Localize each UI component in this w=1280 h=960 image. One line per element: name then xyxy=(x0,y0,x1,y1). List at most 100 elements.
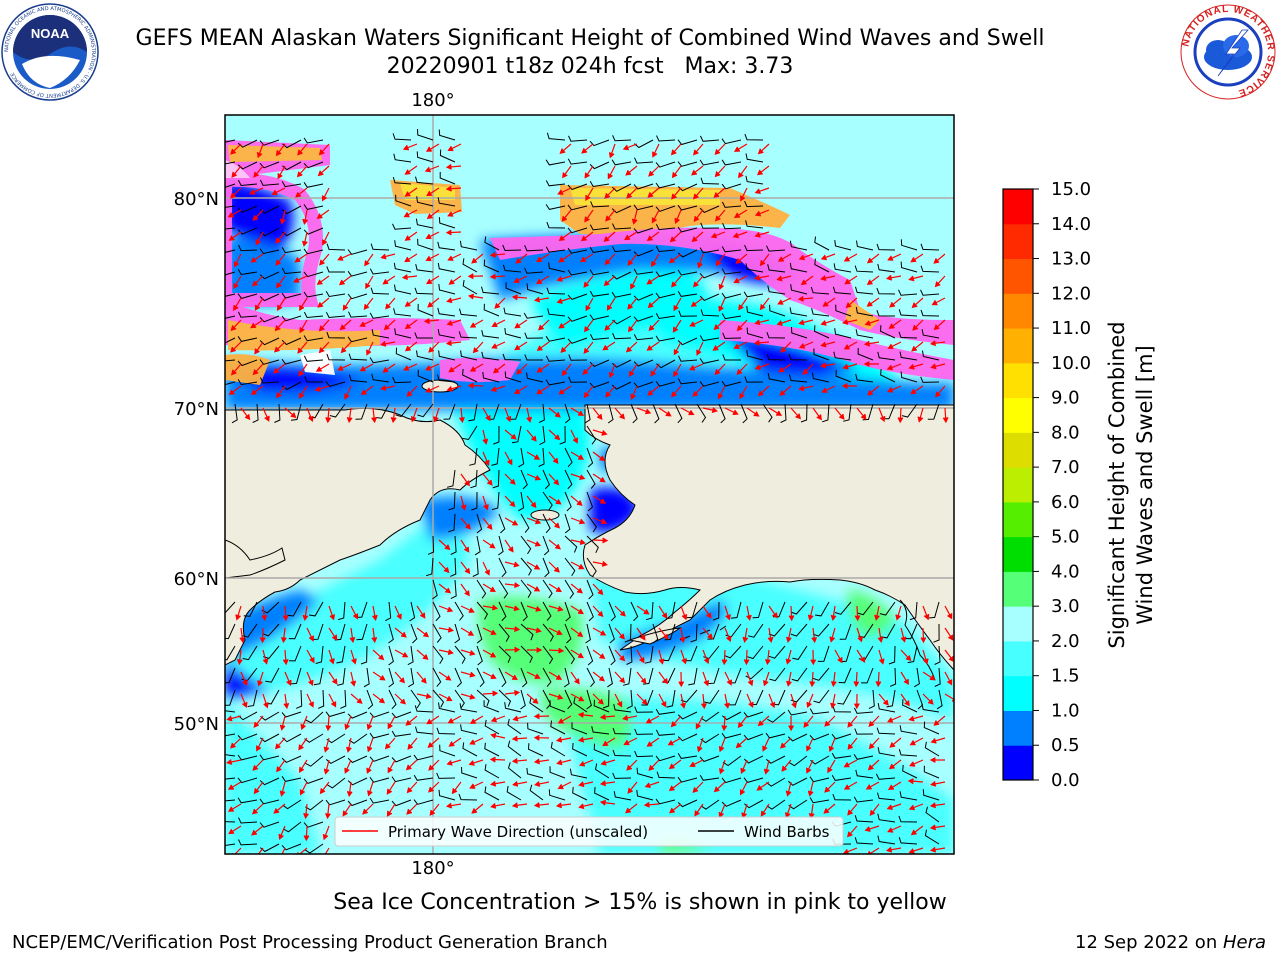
colorbar-swatch xyxy=(1003,258,1033,294)
wind-barb xyxy=(237,733,258,741)
wave-direction-arrow xyxy=(604,319,616,331)
wind-barb xyxy=(469,447,478,466)
wave-direction-arrow xyxy=(512,715,528,722)
wind-barb xyxy=(634,706,654,713)
wind-barb xyxy=(567,227,588,234)
wave-direction-arrow xyxy=(692,385,704,398)
wind-barb xyxy=(225,183,236,188)
wave-direction-arrow xyxy=(504,517,519,526)
wind-barb xyxy=(810,286,830,295)
wave-direction-arrow xyxy=(231,847,242,854)
wave-direction-arrow xyxy=(252,275,264,287)
wave-direction-arrow xyxy=(754,231,770,238)
wind-barb xyxy=(934,667,941,687)
wave-direction-arrow xyxy=(888,319,902,329)
wave-direction-arrow xyxy=(323,737,330,753)
wind-barb xyxy=(438,283,456,295)
wave-direction-arrow xyxy=(253,165,264,178)
wave-direction-arrow xyxy=(302,231,308,247)
wind-barb xyxy=(303,227,324,235)
wave-direction-arrow xyxy=(578,781,594,788)
wind-barb xyxy=(265,667,280,683)
wind-barb xyxy=(699,135,720,142)
wave-direction-arrow xyxy=(394,693,407,705)
wave-direction-arrow xyxy=(856,627,863,643)
wind-barb xyxy=(481,329,500,339)
wind-barb xyxy=(934,645,941,665)
wave-direction-arrow xyxy=(667,737,682,746)
wind-barb xyxy=(898,837,918,845)
wave-direction-arrow xyxy=(344,385,352,400)
wind-barb xyxy=(838,667,852,684)
wave-direction-arrow xyxy=(273,363,286,374)
wind-barb xyxy=(520,557,533,576)
wave-direction-arrow xyxy=(866,275,880,286)
wind-barb xyxy=(612,749,632,757)
wave-direction-arrow xyxy=(867,385,880,396)
wind-barb xyxy=(611,271,632,280)
wave-direction-arrow xyxy=(504,605,520,612)
wave-direction-arrow xyxy=(514,319,528,329)
wave-direction-arrow xyxy=(599,799,616,806)
land-st-lawrence-island xyxy=(530,509,560,521)
wave-direction-arrow xyxy=(226,759,242,765)
wind-barb xyxy=(281,776,302,782)
wave-direction-arrow xyxy=(776,319,792,326)
wind-barb xyxy=(437,241,456,251)
wave-direction-arrow xyxy=(714,165,726,178)
wave-direction-arrow xyxy=(820,319,836,326)
wind-barb xyxy=(762,403,773,423)
wave-direction-arrow xyxy=(559,143,572,155)
wave-direction-arrow xyxy=(853,693,860,710)
wind-barb xyxy=(549,766,566,779)
wave-direction-arrow xyxy=(363,297,374,310)
wind-barb xyxy=(700,711,720,722)
wave-direction-arrow xyxy=(623,737,638,746)
wind-barb xyxy=(722,354,741,361)
wind-barb xyxy=(326,243,346,251)
wave-direction-arrow xyxy=(866,253,880,264)
wind-barb xyxy=(854,837,874,845)
wind-barb xyxy=(834,601,852,615)
wave-direction-arrow xyxy=(646,737,660,747)
wave-direction-arrow xyxy=(630,275,638,290)
wind-barb xyxy=(303,204,324,210)
wind-barb xyxy=(922,789,940,801)
wave-direction-arrow xyxy=(255,231,264,246)
wind-barb xyxy=(471,491,478,511)
wind-barb xyxy=(791,667,808,682)
wind-barb xyxy=(909,601,918,621)
wave-direction-arrow xyxy=(537,319,550,331)
wind-barb xyxy=(520,513,530,533)
wind-barb xyxy=(393,153,412,163)
wind-barb xyxy=(567,269,588,276)
wave-direction-arrow xyxy=(404,341,418,352)
wind-barb xyxy=(225,799,236,802)
wave-direction-arrow xyxy=(558,253,572,263)
wind-barb xyxy=(483,259,500,273)
wind-barb xyxy=(483,303,500,317)
wave-direction-arrow xyxy=(526,473,542,481)
wave-direction-arrow xyxy=(646,275,660,285)
wave-direction-arrow xyxy=(293,275,308,283)
wind-barb xyxy=(633,381,654,388)
wave-direction-arrow xyxy=(608,143,616,159)
wave-direction-arrow xyxy=(856,649,866,663)
wind-barb xyxy=(899,351,918,361)
wind-barb xyxy=(448,513,456,533)
wind-barb xyxy=(765,755,786,764)
wind-barb xyxy=(899,791,918,801)
wave-direction-arrow xyxy=(824,715,836,727)
wave-direction-arrow xyxy=(759,297,770,311)
wave-direction-arrow xyxy=(702,627,713,640)
wave-direction-arrow xyxy=(482,649,497,658)
wave-direction-arrow xyxy=(410,407,418,423)
wave-direction-arrow xyxy=(671,187,682,200)
wind-barb xyxy=(927,403,940,420)
wave-direction-arrow xyxy=(428,781,440,793)
wind-barb xyxy=(259,798,280,805)
wind-barb xyxy=(855,329,874,339)
wave-direction-arrow xyxy=(228,385,242,396)
wave-direction-arrow xyxy=(689,759,704,767)
wind-barb xyxy=(550,741,566,757)
